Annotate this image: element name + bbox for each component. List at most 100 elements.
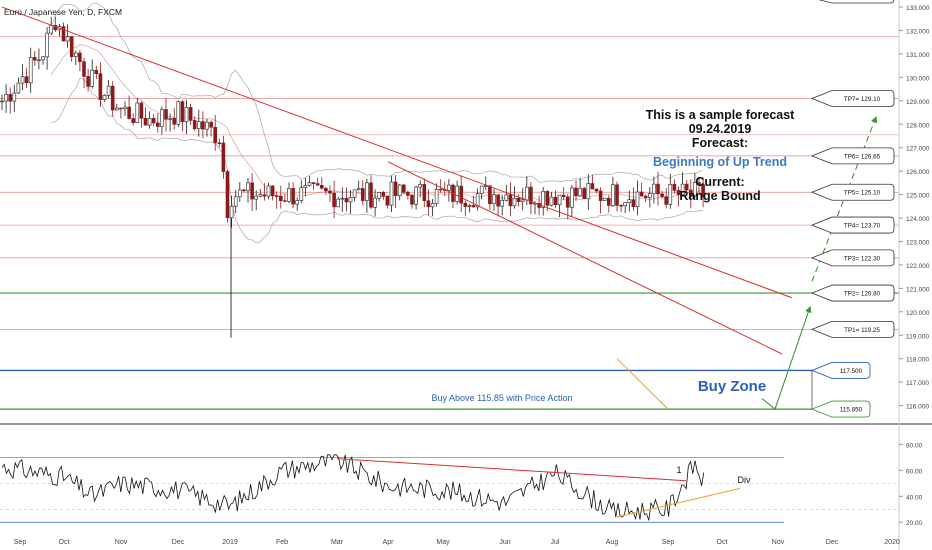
candle-body [684,183,689,191]
candle-body [205,121,209,130]
candle-body [377,192,382,199]
time-tick-label: Sep [662,539,675,546]
candle-body [283,200,287,202]
offscreen-tag [818,0,895,4]
candle-body [660,193,664,197]
rsi-tick-label: 60.00 [906,468,923,475]
candle-body [693,182,697,196]
candle-body [4,94,8,102]
minor-down-trendline [387,161,783,355]
price-tick-label: 131.000 [906,52,930,59]
candle-body [258,194,263,197]
candle-body [356,188,361,191]
candle-body [504,194,509,201]
candle-body [156,122,160,127]
candle-body [664,196,669,205]
candle-body [410,195,414,205]
candle-body [201,121,205,130]
candle-body [45,32,49,58]
candle-body [69,36,74,57]
forecast-label: Forecast: [692,136,748,150]
candle-body [0,100,4,103]
candle-body [520,199,525,202]
candle-body [631,199,636,208]
candle-body [110,85,115,111]
candle-body [238,189,242,198]
target-level-label: TP2= 120.80 [844,291,881,298]
price-tick-label: 123.000 [906,239,930,246]
candle-body [598,190,603,201]
candle-body [672,183,677,191]
candle-body [49,25,54,34]
candle-body [393,181,398,197]
zone-level-label: 117.500 [840,368,863,375]
price-tick-label: 116.000 [906,404,929,411]
middle-band [50,44,704,201]
candle-body [24,76,29,84]
candle-body [512,198,517,207]
candle-body [639,191,644,197]
candle-body [590,183,595,190]
candle-body [426,200,431,208]
candle-body [553,196,558,205]
candle-body [127,106,131,119]
candle-body [74,52,78,57]
price-tick-label: 126.000 [906,169,930,176]
candle-body [447,184,451,191]
candle-body [242,189,246,192]
target-level-tag [810,249,895,267]
rsi-line [1,454,705,521]
candle-body [570,187,574,208]
target-level-tag [810,183,895,201]
candle-body [274,195,279,197]
time-tick-label: Oct [59,539,70,546]
candle-body [549,196,554,206]
target-level-label: TP1= 119.25 [844,327,880,334]
forecast-trend: Beginning of Up Trend [653,155,787,169]
candle-body [197,121,201,130]
time-tick-label: Feb [276,539,288,546]
candle-body [557,194,562,205]
candle-body [430,203,435,208]
candle-body [488,185,492,205]
candle-body [529,186,533,205]
candle-body [94,69,99,74]
candle-body [115,107,119,111]
price-tick-label: 121.000 [906,286,930,293]
candle-body [37,59,41,61]
candle-body [160,109,164,127]
candle-body [229,205,234,219]
candle-body [656,183,660,195]
candle-body [250,182,254,200]
candle-body [20,76,25,84]
candle-body [561,194,566,198]
rsi-tick-label: 40.00 [906,494,923,501]
candle-body [123,106,127,110]
time-tick-label: Aug [606,539,619,546]
upper-band [50,2,704,183]
candle-body [270,185,275,197]
target-level-tag [810,147,895,165]
candle-body [619,205,623,207]
time-tick-label: Jun [499,539,510,546]
candle-body [479,185,484,194]
candle-body [213,126,217,144]
price-tick-label: 128.000 [906,122,930,129]
candle-body [221,142,226,172]
candle-body [401,184,406,193]
candle-body [455,185,459,202]
candle-body [147,118,152,126]
candle-body [385,195,390,206]
time-tick-label: Sep [14,539,27,546]
candle-body [192,120,197,130]
lower-band [51,77,704,244]
candle-body [381,192,386,197]
candle-body [151,118,156,124]
target-level-label: TP4= 123.70 [844,223,881,230]
candle-body [668,183,673,205]
candle-body [90,69,94,87]
candle-body [12,92,17,102]
price-tick-label: 118.000 [906,357,929,364]
candle-body [496,194,500,207]
